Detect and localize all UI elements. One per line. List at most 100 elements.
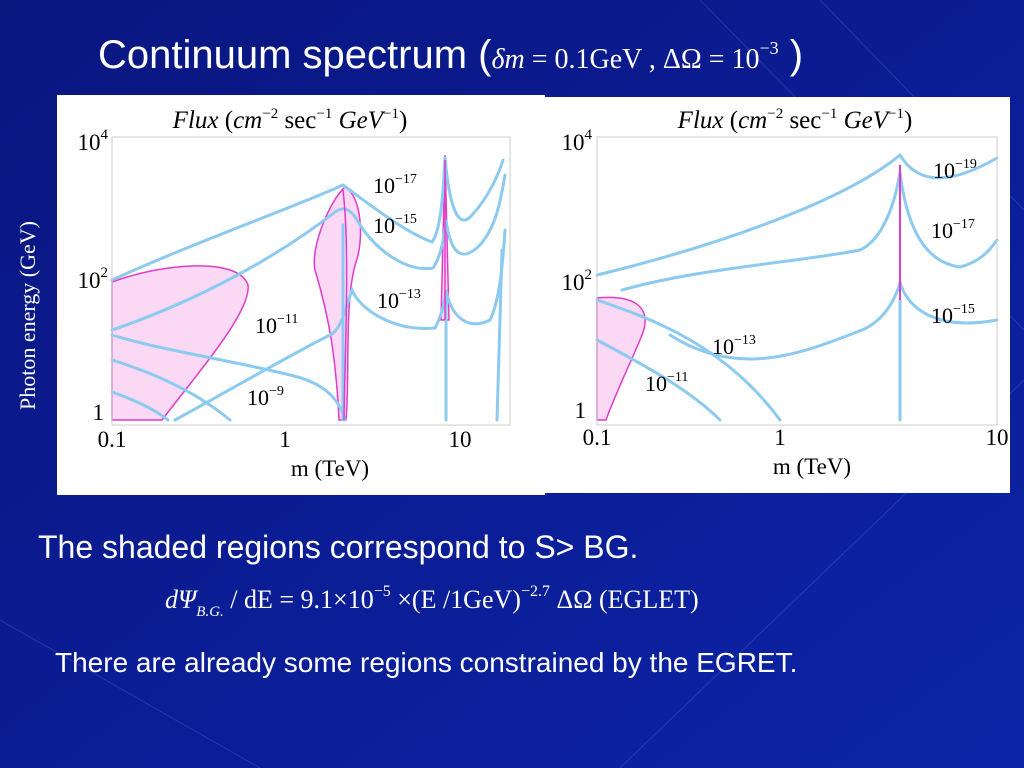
contour-label: 10−17 <box>931 217 975 243</box>
contour <box>668 281 999 361</box>
contour <box>110 390 170 422</box>
y-tick-label: 104 <box>562 127 593 155</box>
text-part: 10 <box>562 270 585 295</box>
plot-header: Flux (cm−2 sec−1 GeV−1) <box>677 106 913 134</box>
y-tick-label: 1 <box>575 398 587 423</box>
text-part: −1 <box>316 106 332 122</box>
y-tick-label: 104 <box>78 127 109 155</box>
contour-label: 10−15 <box>931 302 975 328</box>
contour-label: 10−9 <box>247 384 284 410</box>
text-part: cm <box>233 107 262 134</box>
text-part: 10 <box>78 130 101 155</box>
contour <box>110 358 232 422</box>
y-tick-label: 102 <box>562 267 593 295</box>
plot-left <box>110 136 511 426</box>
equation-part: B.G. <box>196 604 224 620</box>
y-axis-label: Photon energy (GeV) <box>15 221 40 410</box>
text-part: −2 <box>262 106 278 122</box>
text-part: sec <box>278 107 316 134</box>
contour <box>595 298 782 422</box>
contour <box>595 152 999 277</box>
contour <box>110 333 347 422</box>
text-part: 4 <box>585 127 593 143</box>
title-math: = 10 <box>702 44 760 75</box>
text-part: ) <box>904 107 912 134</box>
y-tick-label: 102 <box>78 265 109 293</box>
contour <box>110 173 507 332</box>
x-tick-label: 10 <box>986 425 1009 450</box>
plot-frame <box>596 136 998 426</box>
text-part: −1 <box>888 106 904 122</box>
text-part: GeV <box>837 107 890 134</box>
text-part: −19 <box>955 157 977 172</box>
text-part: 10 <box>931 303 953 328</box>
contour <box>620 171 999 292</box>
text-part: 1 <box>93 400 105 425</box>
contour <box>173 228 507 422</box>
text-part: 10 <box>712 334 734 359</box>
text-part: −13 <box>734 333 756 348</box>
x-tick-label: 1 <box>774 425 786 450</box>
contour-peak <box>342 160 446 421</box>
text-part: sec <box>783 107 821 134</box>
text-part: 10 <box>255 313 277 338</box>
text-part: Flux <box>172 107 219 134</box>
text-part: 2 <box>101 265 109 281</box>
text-part: 10 <box>377 288 399 313</box>
text-part: 10 <box>933 158 955 183</box>
text-part: −1 <box>383 106 399 122</box>
title-text: Continuum spectrum ( <box>98 33 492 77</box>
equation-part: −2.7 <box>521 583 550 600</box>
plot-header: Flux (cm−2 sec−1 GeV−1) <box>172 106 408 134</box>
plot-panel <box>545 97 1010 493</box>
text-part: 10 <box>562 130 585 155</box>
text-part: 10 <box>645 371 667 396</box>
text-part: GeV <box>332 107 385 134</box>
x-axis-label: m (TeV) <box>291 456 369 481</box>
text-part: −1 <box>821 106 837 122</box>
equation: dΨB.G. / dE = 9.1×10−5 ×(E /1GeV)−2.7 ΔΩ… <box>165 583 699 620</box>
shaded-region <box>596 296 646 421</box>
text-part: −17 <box>395 172 417 187</box>
text-part: −11 <box>277 312 298 327</box>
contour <box>110 156 505 282</box>
text-part: 10 <box>373 213 395 238</box>
text-part: −15 <box>953 302 975 317</box>
text-part: Flux <box>677 107 724 134</box>
equation-part: ΔΩ (EGLET) <box>550 585 699 614</box>
contour-label: 10−13 <box>377 287 421 313</box>
x-tick-label: 10 <box>449 427 472 452</box>
text-part: ( <box>219 107 234 134</box>
text-part: −11 <box>667 370 688 385</box>
title-math: ΔΩ <box>663 44 702 75</box>
title-math: −3 <box>760 38 779 58</box>
text-part: 10 <box>78 268 101 293</box>
plot-frame <box>111 136 511 426</box>
text-part: −13 <box>399 287 421 302</box>
plot-right <box>595 136 999 426</box>
x-axis-label: m (TeV) <box>773 454 851 479</box>
text-part: −2 <box>767 106 783 122</box>
text-part: 10 <box>931 218 953 243</box>
x-tick-label: 0.1 <box>583 425 612 450</box>
contour-label: 10−17 <box>373 172 417 198</box>
shaded-region <box>111 265 249 421</box>
equation-part: ×(E /1GeV) <box>391 585 521 614</box>
text-part: 4 <box>101 127 109 143</box>
equation-part: −5 <box>374 583 391 600</box>
text-part: ) <box>399 107 407 134</box>
equation-part: dΨ <box>165 585 199 614</box>
text-part: cm <box>738 107 767 134</box>
contour-label: 10−11 <box>645 370 688 396</box>
body-text: The shaded regions correspond to S> BG. <box>38 529 638 565</box>
contour-label: 10−11 <box>255 312 298 338</box>
text-part: −15 <box>395 212 417 227</box>
x-tick-label: 1 <box>279 427 291 452</box>
x-tick-label: 0.1 <box>98 427 127 452</box>
contour <box>341 223 504 422</box>
contour-label: 10−15 <box>373 212 417 238</box>
text-part: 2 <box>585 267 593 283</box>
text-part: ( <box>724 107 739 134</box>
